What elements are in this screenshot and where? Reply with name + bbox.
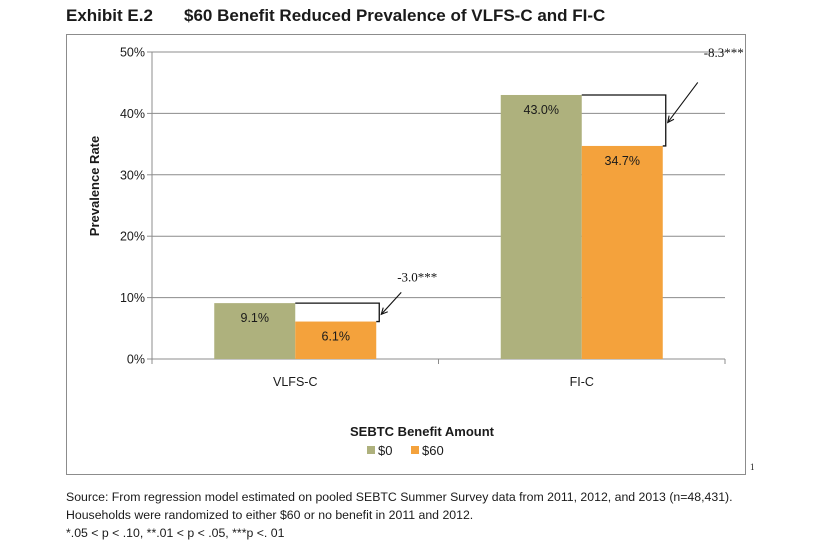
significance-note: *.05 < p < .10, **.01 < p < .05, ***p <.… xyxy=(66,526,285,540)
annotation-arrowhead xyxy=(666,115,675,124)
footnote-marker: 1 xyxy=(750,462,755,472)
data-label: 34.7% xyxy=(605,154,640,168)
difference-bracket xyxy=(581,94,667,147)
chart: 0% 10% 20% 30% 40% 50% Prevalence Rate VLFS-C FI… xyxy=(87,45,744,458)
difference-annotation: -8.3*** xyxy=(704,45,744,60)
y-tick-label: 20% xyxy=(120,230,145,244)
source-line: Source: From regression model estimated … xyxy=(66,490,733,504)
difference-bracket xyxy=(295,302,380,323)
bar xyxy=(295,321,377,359)
data-label: 6.1% xyxy=(322,330,351,344)
source-note: Source: From regression model estimated … xyxy=(66,488,838,542)
legend-swatch xyxy=(367,446,375,454)
y-tick-label: 30% xyxy=(120,168,145,182)
y-axis-title: Prevalence Rate xyxy=(87,136,102,236)
data-label: 43.0% xyxy=(524,103,559,117)
legend-label: $0 xyxy=(378,443,392,458)
legend-swatch xyxy=(411,446,419,454)
y-tick-label: 10% xyxy=(120,291,145,305)
data-label: 9.1% xyxy=(241,311,270,325)
difference-annotation: -3.0*** xyxy=(397,270,437,285)
legend-title: SEBTC Benefit Amount xyxy=(350,424,495,439)
y-tick-label: 40% xyxy=(120,107,145,121)
exhibit-label: Exhibit E.2 xyxy=(66,6,153,25)
bar xyxy=(214,303,296,359)
source-line: Households were randomized to either $60… xyxy=(66,508,474,522)
bar xyxy=(500,94,582,359)
x-tick-label: FI-C xyxy=(570,375,594,389)
x-tick-label: VLFS-C xyxy=(273,375,317,389)
exhibit-heading: $60 Benefit Reduced Prevalence of VLFS-C… xyxy=(184,6,606,25)
exhibit-title: Exhibit E.2 $60 Benefit Reduced Prevalenc… xyxy=(66,6,605,26)
y-tick-label: 50% xyxy=(120,46,145,60)
annotation-arrow xyxy=(667,82,699,123)
annotation-arrow xyxy=(380,291,402,315)
legend-label: $60 xyxy=(422,443,444,458)
y-tick-label: 0% xyxy=(127,353,145,367)
annotation-arrowhead xyxy=(380,307,388,316)
bar xyxy=(581,145,663,359)
chart-frame xyxy=(66,34,746,475)
